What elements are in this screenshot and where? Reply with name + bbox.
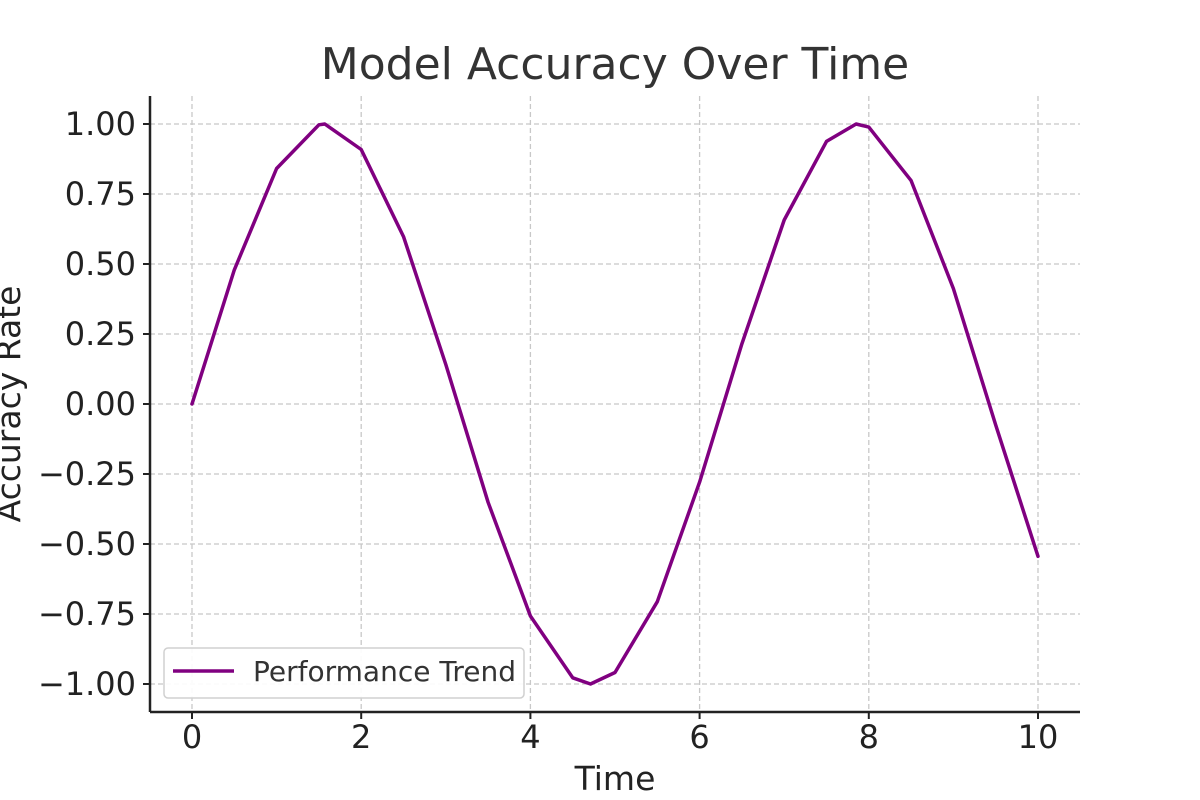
x-tick-label: 4 <box>520 718 540 756</box>
y-tick-label: −1.00 <box>38 665 136 703</box>
y-tick-label: 0.75 <box>65 175 136 213</box>
legend-box <box>163 647 525 699</box>
y-tick-label: 0.00 <box>65 385 136 423</box>
y-tick-label: −0.50 <box>38 525 136 563</box>
y-axis-ticks: 1.00 0.75 0.50 0.25 0.00 −0.25 −0.50 −0.75 −1.00 <box>38 105 150 703</box>
y-axis-label: Accuracy Rate <box>0 286 28 523</box>
y-tick-label: −0.75 <box>38 595 136 633</box>
x-axis-ticks: 0 2 4 6 8 10 <box>182 712 1059 756</box>
performance-trend-line <box>190 122 1040 686</box>
x-tick-label: 0 <box>182 718 202 756</box>
horizontal-gridlines <box>150 123 1080 685</box>
y-tick-label: 0.50 <box>65 245 136 283</box>
y-tick-label: −0.25 <box>38 455 136 493</box>
y-tick-label: 1.00 <box>65 105 136 143</box>
chart-title: Model Accuracy Over Time <box>321 39 909 90</box>
legend: Performance Trend <box>163 647 525 699</box>
x-tick-label: 8 <box>859 718 879 756</box>
legend-label: Performance Trend <box>253 655 516 688</box>
y-tick-label: 0.25 <box>65 315 136 353</box>
x-tick-label: 6 <box>689 718 709 756</box>
x-axis-label: Time <box>574 759 656 798</box>
x-tick-label: 2 <box>351 718 371 756</box>
x-tick-label: 10 <box>1018 718 1059 756</box>
